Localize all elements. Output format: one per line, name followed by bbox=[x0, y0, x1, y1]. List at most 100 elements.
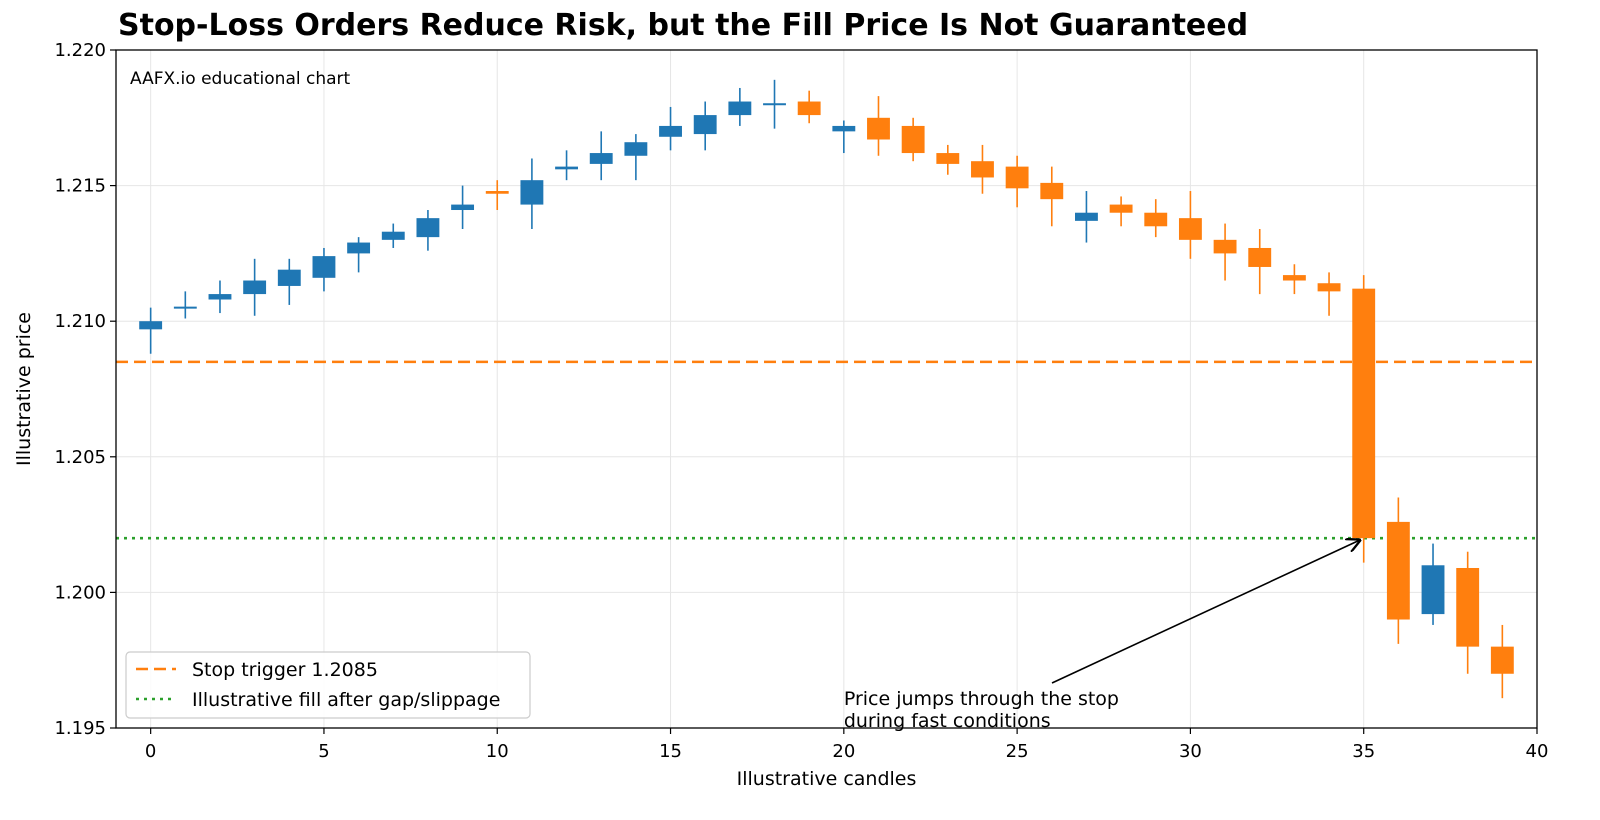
reference-lines bbox=[116, 360, 1537, 540]
x-tick-label: 0 bbox=[145, 741, 156, 762]
candle bbox=[901, 117, 925, 162]
candle bbox=[1282, 264, 1306, 295]
legend: Stop trigger 1.2085 Illustrative fill af… bbox=[125, 651, 531, 719]
candle bbox=[867, 96, 890, 156]
candle-body bbox=[347, 242, 371, 254]
y-tick-label: 1.205 bbox=[54, 447, 106, 468]
candle-body bbox=[624, 142, 648, 156]
x-axis-title: Illustrative candles bbox=[737, 768, 917, 790]
candle-body bbox=[173, 306, 197, 309]
candle-body bbox=[1178, 218, 1202, 240]
candle-body bbox=[1352, 288, 1376, 539]
candle-body bbox=[728, 101, 752, 116]
candle bbox=[1386, 497, 1410, 644]
candle-body bbox=[659, 125, 682, 137]
candle-body bbox=[555, 166, 578, 170]
candle bbox=[555, 150, 578, 181]
annotation-text-line-2: during fast conditions bbox=[844, 710, 1051, 732]
candle bbox=[797, 90, 821, 124]
candle bbox=[173, 291, 197, 319]
grid-lines bbox=[116, 49, 1538, 729]
candle bbox=[485, 180, 509, 211]
candle-body bbox=[520, 180, 544, 205]
candle bbox=[1352, 275, 1376, 563]
candle bbox=[451, 185, 475, 229]
candle-body bbox=[1386, 521, 1410, 620]
x-tick-label: 15 bbox=[659, 741, 682, 762]
candle-body bbox=[1421, 565, 1445, 615]
candle bbox=[520, 158, 544, 229]
candle bbox=[208, 280, 232, 314]
candle-body bbox=[208, 294, 232, 300]
x-tick-label: 5 bbox=[318, 741, 329, 762]
candle-body bbox=[485, 191, 509, 194]
annotation: Price jumps through the stop during fast… bbox=[844, 540, 1360, 732]
y-axis-title: Illustrative price bbox=[13, 312, 35, 466]
candle bbox=[1040, 166, 1064, 227]
candle-body bbox=[1317, 283, 1341, 292]
candle bbox=[763, 79, 786, 129]
plot-area-frame bbox=[115, 49, 1538, 729]
candle-body bbox=[693, 115, 717, 135]
candle bbox=[139, 307, 163, 354]
axis-ticks: 0 5 10 15 20 25 30 35 40 1.195 1.200 1.205 1.210 1.21… bbox=[54, 40, 1548, 762]
candle-body bbox=[243, 280, 267, 295]
candle bbox=[1109, 196, 1133, 227]
candle-body bbox=[1075, 212, 1098, 221]
candle bbox=[1490, 624, 1514, 699]
annotation-text-line-1: Price jumps through the stop bbox=[844, 688, 1119, 710]
candle bbox=[624, 134, 648, 181]
candle bbox=[589, 131, 613, 181]
candle bbox=[347, 237, 371, 273]
candle-body bbox=[1040, 182, 1064, 200]
candle bbox=[659, 106, 682, 151]
candle-body bbox=[451, 204, 475, 211]
candle-body bbox=[277, 269, 301, 286]
candle-body bbox=[1109, 204, 1133, 213]
x-tick-label: 40 bbox=[1526, 741, 1549, 762]
candle bbox=[1144, 199, 1168, 238]
candle-body bbox=[901, 125, 925, 154]
y-tick-label: 1.215 bbox=[54, 176, 106, 197]
x-tick-label: 10 bbox=[486, 741, 509, 762]
candle bbox=[728, 87, 752, 126]
candle bbox=[1456, 551, 1480, 674]
annotation-arrow bbox=[1051, 540, 1360, 684]
candle-body bbox=[1213, 239, 1237, 254]
candle-body bbox=[1456, 567, 1480, 647]
candle bbox=[1005, 155, 1029, 208]
legend-label-fill: Illustrative fill after gap/slippage bbox=[192, 689, 500, 711]
x-tick-label: 20 bbox=[832, 741, 855, 762]
candle-body bbox=[936, 153, 960, 164]
candle bbox=[1178, 191, 1202, 259]
candle-body bbox=[139, 321, 163, 330]
x-tick-label: 30 bbox=[1179, 741, 1202, 762]
watermark-label: AAFX.io educational chart bbox=[130, 69, 351, 89]
candle bbox=[1213, 223, 1237, 281]
candle bbox=[1075, 191, 1098, 243]
candle-body bbox=[1144, 212, 1168, 227]
candle bbox=[277, 258, 301, 305]
candle bbox=[1248, 228, 1272, 295]
candle bbox=[693, 101, 717, 151]
candle bbox=[381, 223, 405, 248]
candle-body bbox=[763, 103, 786, 106]
legend-label-stop-trigger: Stop trigger 1.2085 bbox=[192, 659, 378, 681]
candle-body bbox=[312, 256, 336, 278]
y-tick-label: 1.200 bbox=[54, 582, 106, 603]
candle bbox=[971, 144, 994, 194]
candle-body bbox=[416, 218, 440, 238]
candle bbox=[1317, 272, 1341, 316]
candle bbox=[936, 144, 960, 175]
y-tick-label: 1.195 bbox=[54, 718, 106, 739]
x-tick-label: 35 bbox=[1352, 741, 1375, 762]
x-tick-label: 25 bbox=[1006, 741, 1029, 762]
chart-title: Stop-Loss Orders Reduce Risk, but the Fi… bbox=[118, 8, 1249, 43]
y-tick-label: 1.220 bbox=[54, 40, 106, 61]
candle bbox=[416, 210, 440, 251]
candle bbox=[243, 258, 267, 316]
candle-body bbox=[867, 117, 890, 140]
candle-body bbox=[832, 125, 856, 132]
legend-box bbox=[125, 651, 531, 719]
candle-body bbox=[1282, 275, 1306, 281]
